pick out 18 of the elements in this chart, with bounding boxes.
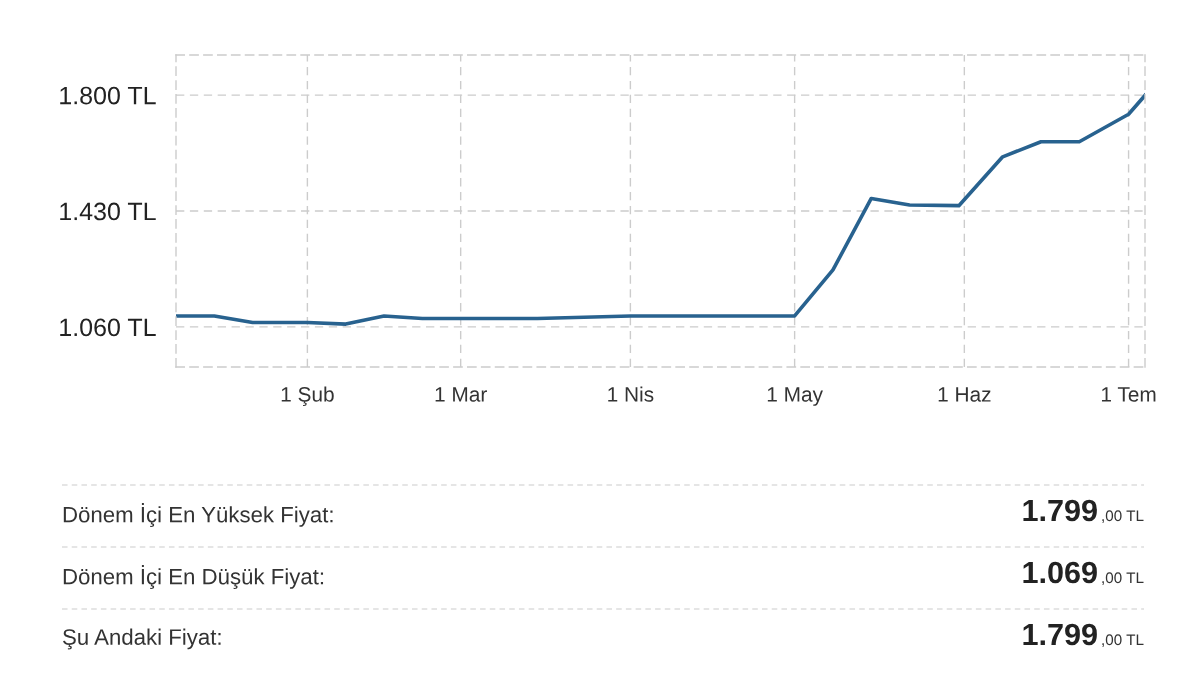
x-tick-label: 1 Haz [938, 387, 991, 402]
x-tick-label: 1 Tem [1101, 387, 1156, 402]
text: 1.069 [1023, 561, 1097, 584]
y-tick-label: 1.430 TL [60, 202, 156, 221]
y-tick-label: 1.060 TL [60, 318, 156, 337]
y-tick-label: 1.800 TL [60, 86, 156, 105]
x-tick-label: 1 Mar [435, 387, 487, 402]
text: 1.799 [1023, 623, 1097, 646]
text: 1.799 [1023, 499, 1097, 522]
x-tick-label: 1 Şub [281, 386, 334, 406]
text: ,00 TL [1102, 634, 1144, 647]
x-tick-label: 1 May [767, 387, 823, 406]
text: Şu Andaki Fiyat: [63, 628, 221, 650]
text: ,00 TL [1102, 510, 1144, 523]
text: ,00 TL [1102, 572, 1144, 585]
text: Dönem İçi En Düşük Fiyat: [63, 565, 324, 589]
x-tick-label: 1 Nis [608, 386, 654, 402]
text: Dönem İçi En Yüksek Fiyat: [63, 503, 333, 527]
